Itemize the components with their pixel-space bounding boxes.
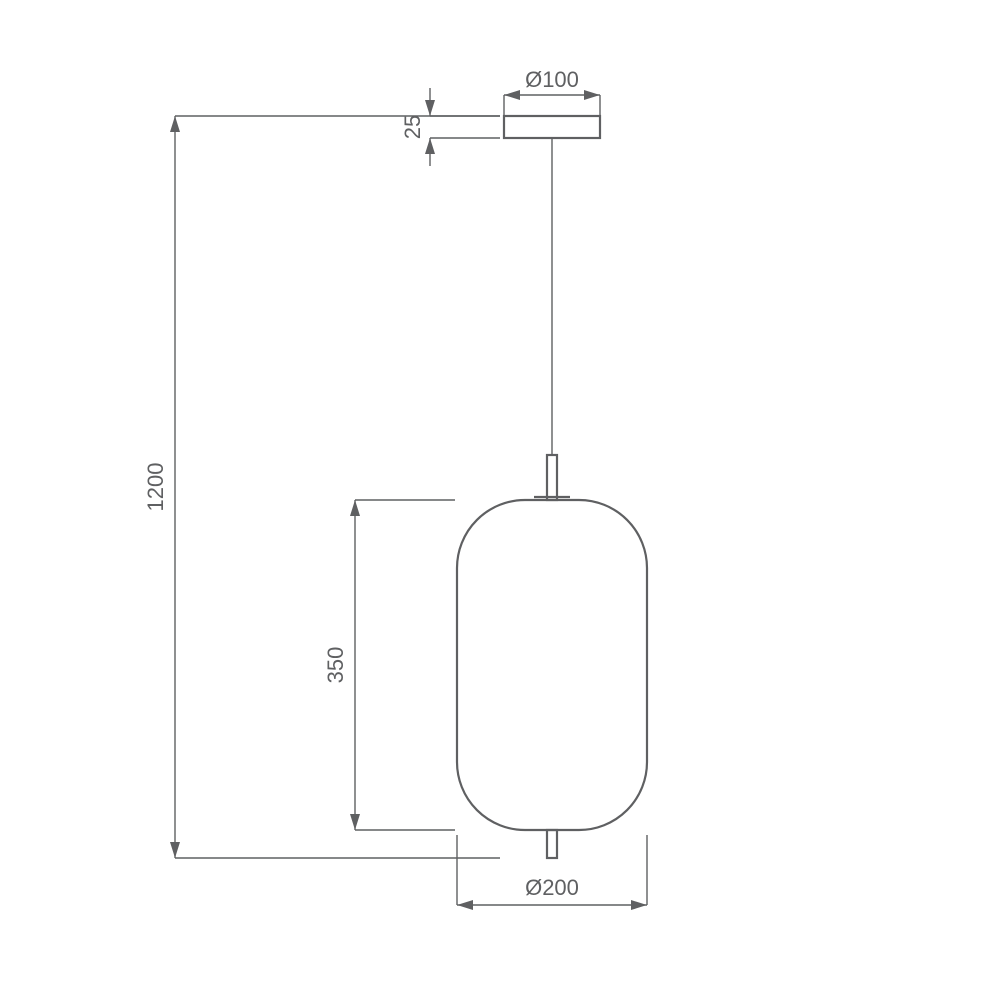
dim-shade-diameter: Ø200 bbox=[525, 875, 579, 900]
arrowhead bbox=[584, 90, 600, 100]
dimension-drawing: 1200 350 Ø200 Ø100 25 bbox=[0, 0, 1000, 1000]
arrowhead bbox=[350, 500, 360, 516]
arrowhead bbox=[504, 90, 520, 100]
dim-canopy-diameter: Ø100 bbox=[525, 67, 579, 92]
arrowhead bbox=[631, 900, 647, 910]
dim-shade-height: 350 bbox=[323, 647, 348, 684]
dim-canopy-height: 25 bbox=[400, 115, 425, 139]
arrowhead bbox=[457, 900, 473, 910]
arrowhead bbox=[425, 138, 435, 154]
arrowhead bbox=[425, 100, 435, 116]
stem-bottom bbox=[547, 830, 557, 858]
stem-top bbox=[547, 455, 557, 500]
lamp-shade bbox=[457, 500, 647, 830]
dim-overall-height: 1200 bbox=[143, 463, 168, 512]
arrowhead bbox=[170, 116, 180, 132]
arrowhead bbox=[170, 842, 180, 858]
canopy bbox=[504, 116, 600, 138]
arrowhead bbox=[350, 814, 360, 830]
